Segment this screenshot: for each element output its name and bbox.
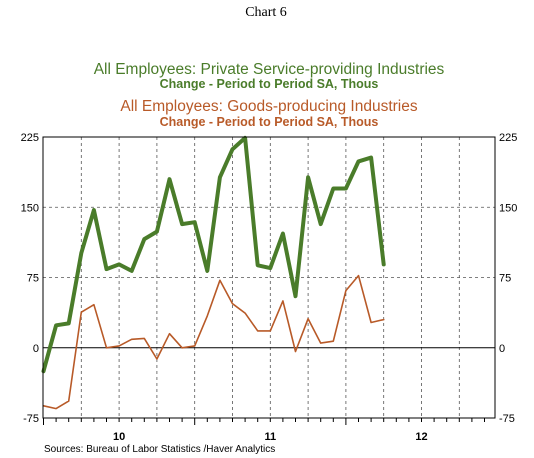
x-tick-label: 10 bbox=[113, 431, 125, 443]
y-tick-label-left: 225 bbox=[21, 132, 39, 144]
y-tick-label-right: 75 bbox=[499, 273, 511, 285]
y-tick-label-left: 0 bbox=[33, 343, 39, 355]
series-line-2 bbox=[42, 274, 385, 410]
x-axis-ticks bbox=[43, 418, 485, 425]
gridlines bbox=[43, 137, 495, 418]
x-tick-label: 11 bbox=[264, 431, 276, 443]
y-tick-label-right: -75 bbox=[499, 413, 515, 425]
series-2-subtitle: Change - Period to Period SA, Thous bbox=[160, 115, 379, 129]
series-1-subtitle: Change - Period to Period SA, Thous bbox=[160, 77, 379, 91]
x-axis-labels: 10 11 12 bbox=[113, 431, 428, 443]
source-note: Sources: Bureau of Labor Statistics /Hav… bbox=[44, 444, 275, 455]
y-axis-left: 225 150 75 0 -75 bbox=[21, 132, 39, 425]
series-layer bbox=[41, 135, 386, 410]
x-tick-label: 12 bbox=[415, 431, 427, 443]
y-tick-label-right: 225 bbox=[499, 132, 517, 144]
y-tick-label-left: 75 bbox=[27, 273, 39, 285]
series-line-1 bbox=[41, 135, 386, 374]
y-tick-label-left: -75 bbox=[23, 413, 39, 425]
y-tick-label-right: 0 bbox=[499, 343, 505, 355]
series-2-title: All Employees: Goods-producing Industrie… bbox=[120, 98, 417, 115]
y-axis-right: 225 150 75 0 -75 bbox=[499, 132, 517, 425]
y-tick-label-right: 150 bbox=[499, 202, 517, 214]
chart-label: Chart 6 bbox=[245, 5, 287, 20]
plot-frame bbox=[42, 136, 496, 419]
y-tick-label-left: 150 bbox=[21, 202, 39, 214]
series-1-title: All Employees: Private Service-providing… bbox=[94, 61, 445, 78]
